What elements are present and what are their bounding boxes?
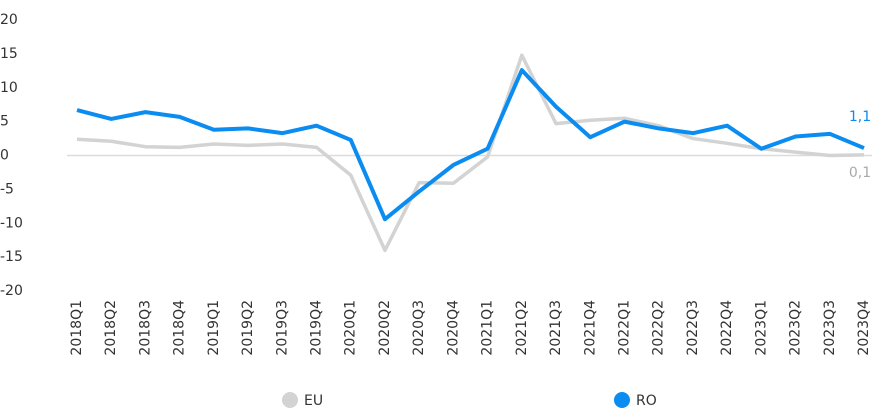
x-tick-label: 2022Q1 <box>616 300 632 356</box>
legend-swatch <box>282 392 298 408</box>
x-tick-label: 2023Q1 <box>753 300 769 356</box>
x-tick-label: 2019Q1 <box>206 300 222 356</box>
x-tick-label: 2019Q2 <box>240 300 256 356</box>
y-tick-label: -5 <box>0 181 14 197</box>
x-tick-label: 2020Q1 <box>343 300 359 356</box>
value-label: 0,1 <box>849 165 871 181</box>
x-tick-label: 2019Q4 <box>309 300 325 356</box>
x-tick-label: 2018Q2 <box>103 300 119 356</box>
x-tick-label: 2021Q2 <box>514 300 530 356</box>
x-tick-label: 2018Q3 <box>137 300 153 356</box>
y-tick-label: 0 <box>0 148 9 164</box>
x-tick-label: 2023Q3 <box>822 300 838 356</box>
x-tick-label: 2022Q2 <box>651 300 667 356</box>
x-tick-label: 2018Q4 <box>172 300 188 356</box>
x-tick-label: 2023Q4 <box>856 300 872 356</box>
x-tick-label: 2020Q2 <box>377 300 393 356</box>
x-tick-label: 2021Q3 <box>548 300 564 356</box>
x-tick-label: 2020Q4 <box>445 300 461 356</box>
x-tick-label: 2019Q3 <box>274 300 290 356</box>
series-line <box>76 53 865 253</box>
y-tick-label: 10 <box>0 80 18 96</box>
legend-label: EU <box>304 393 323 409</box>
x-tick-label: 2023Q2 <box>788 300 804 356</box>
x-tick-label: 2022Q3 <box>685 300 701 356</box>
legend-label: RO <box>636 393 657 409</box>
y-tick-label: 15 <box>0 46 18 62</box>
y-tick-label: -10 <box>0 215 23 231</box>
value-label: 1,1 <box>849 109 871 125</box>
x-tick-label: 2018Q1 <box>69 300 85 356</box>
x-tick-label: 2020Q3 <box>411 300 427 356</box>
y-tick-label: -20 <box>0 283 23 299</box>
x-tick-label: 2022Q4 <box>719 300 735 356</box>
y-tick-label: -15 <box>0 249 23 265</box>
y-tick-label: 5 <box>0 114 9 130</box>
y-tick-label: 20 <box>0 12 18 28</box>
x-tick-label: 2021Q4 <box>582 300 598 356</box>
x-tick-label: 2021Q1 <box>480 300 496 356</box>
series-line <box>76 68 865 222</box>
legend-swatch <box>614 392 630 408</box>
